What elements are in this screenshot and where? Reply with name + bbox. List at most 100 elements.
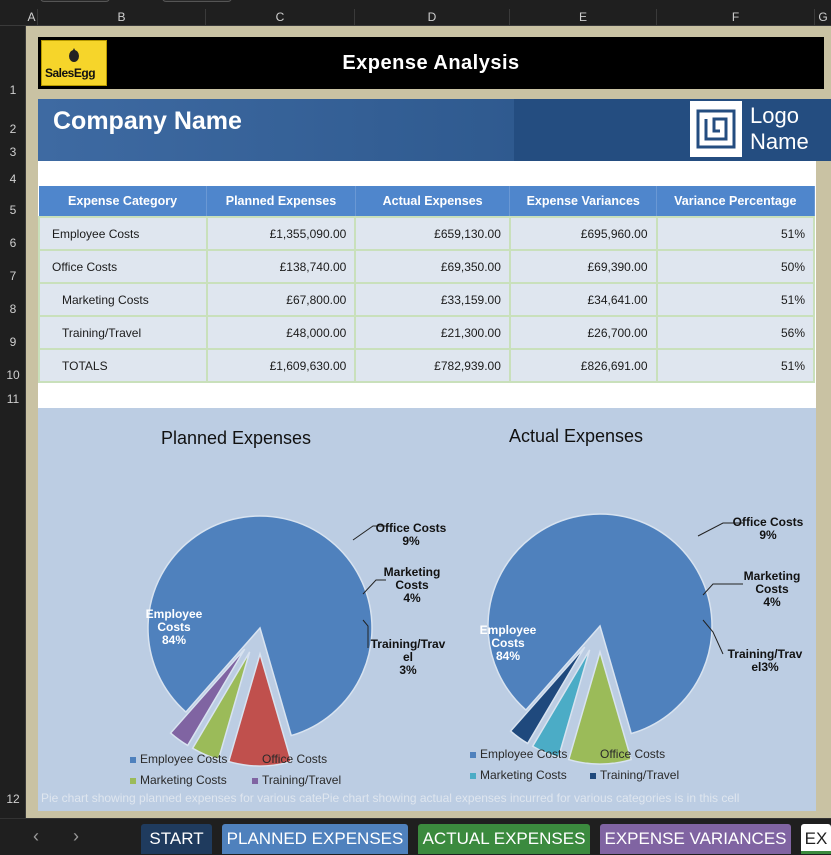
table-cell[interactable]: £659,130.00 (354, 216, 511, 251)
company-name[interactable]: Company Name (53, 107, 242, 135)
slice-label: Costs (755, 582, 789, 596)
column-header-variance[interactable]: Expense Variances (509, 186, 658, 217)
legend-label: Training/Travel (600, 768, 680, 782)
table-cell[interactable]: Training/Travel (38, 315, 208, 350)
slice-label: Office Costs (733, 515, 804, 529)
table-cell[interactable]: £782,939.00 (354, 348, 511, 383)
table-cell[interactable]: £48,000.00 (205, 315, 357, 350)
column-header-actual[interactable]: Actual Expenses (355, 186, 511, 217)
table-row: TOTALS £1,609,630.00 £782,939.00 £826,69… (38, 348, 816, 383)
table-cell[interactable]: Office Costs (38, 249, 208, 284)
table-cell[interactable]: £69,350.00 (354, 249, 511, 284)
column-header-planned[interactable]: Planned Expenses (206, 186, 356, 217)
table-cell[interactable]: 56% (655, 315, 816, 350)
legend-swatch (130, 777, 136, 784)
legend-item: Training/Travel (252, 773, 341, 787)
column-header-bar: A B C D E F G (0, 0, 831, 26)
row-header-5[interactable]: 5 (9, 203, 17, 217)
table-cell[interactable]: Employee Costs (38, 216, 208, 251)
leader-line (352, 525, 385, 541)
table-cell[interactable]: 51% (655, 282, 816, 317)
tab-start[interactable]: START (141, 824, 212, 854)
table-cell[interactable]: £826,691.00 (508, 348, 658, 383)
row-header-7[interactable]: 7 (9, 269, 17, 283)
row-header-4[interactable]: 4 (9, 172, 17, 186)
table-cell[interactable]: 50% (655, 249, 816, 284)
table-cell[interactable]: £695,960.00 (508, 216, 658, 251)
pie-slice (567, 649, 633, 765)
pie-slice (509, 646, 586, 745)
table-cell[interactable]: £138,740.00 (205, 249, 357, 284)
row-header-3[interactable]: 3 (9, 145, 17, 159)
table-cell[interactable]: TOTALS (38, 348, 208, 383)
egg-icon (69, 48, 79, 62)
logo-placeholder-icon (690, 101, 742, 157)
logo-name-line1: Logo (750, 103, 799, 128)
table-cell[interactable]: 51% (655, 216, 816, 251)
chart-title: Planned Expenses (161, 428, 311, 448)
table-cell[interactable]: £1,609,630.00 (205, 348, 357, 383)
expense-table: Expense Category Planned Expenses Actual… (38, 186, 816, 383)
column-header-e[interactable]: E (510, 9, 657, 26)
tab-scroll-left-icon[interactable]: ‹ (33, 826, 39, 846)
pie-slice (531, 649, 591, 759)
column-header-expense-category[interactable]: Expense Category (39, 186, 208, 217)
column-header-b[interactable]: B (38, 9, 206, 26)
column-header-a[interactable]: A (26, 9, 38, 26)
row-header-9[interactable]: 9 (9, 335, 17, 349)
table-cell[interactable]: £69,390.00 (508, 249, 658, 284)
tab-planned-expenses[interactable]: PLANNED EXPENSES (222, 824, 408, 854)
slice-label: Employee (480, 623, 537, 637)
pie-slice (169, 648, 246, 747)
tab-expense-variances[interactable]: EXPENSE VARIANCES (600, 824, 791, 854)
table-cell[interactable]: £1,355,090.00 (205, 216, 357, 251)
table-cell[interactable]: £34,641.00 (508, 282, 658, 317)
column-header-d[interactable]: D (355, 9, 510, 26)
column-header-c[interactable]: C (206, 9, 355, 26)
legend-swatch (252, 756, 258, 763)
leader-line (702, 619, 724, 655)
column-header-variance-pct[interactable]: Variance Percentage (656, 186, 815, 217)
table-cell[interactable]: 51% (655, 348, 816, 383)
legend-label: Marketing Costs (140, 773, 227, 787)
leader-line (362, 619, 369, 648)
tab-expense-analysis-active[interactable]: EX (801, 824, 831, 854)
legend-item: Employee Costs (470, 747, 567, 761)
row-header-2[interactable]: 2 (9, 122, 17, 136)
legend-label: Employee Costs (480, 747, 568, 761)
row-header-8[interactable]: 8 (9, 302, 17, 316)
row-header-1[interactable]: 1 (9, 83, 17, 97)
title-bar: SalesEgg Expense Analysis (38, 37, 824, 89)
slice-label: Marketing (384, 565, 441, 579)
logo-name-text[interactable]: Logo Name (750, 103, 809, 155)
chart-title: Actual Expenses (509, 426, 643, 446)
table-cell[interactable]: £26,700.00 (508, 315, 658, 350)
legend-swatch (470, 751, 476, 758)
slice-label: Costs (491, 636, 525, 650)
row-header-6[interactable]: 6 (9, 236, 17, 250)
row-header-11[interactable]: 11 (6, 392, 20, 406)
top-tab-edge (40, 0, 110, 2)
legend-label: Training/Travel (262, 773, 342, 787)
legend-item: Training/Travel (590, 768, 679, 782)
pie-slice (191, 651, 251, 761)
leader-line (362, 579, 386, 595)
legend-label: Marketing Costs (480, 768, 567, 782)
table-cell[interactable]: Marketing Costs (38, 282, 208, 317)
table-cell[interactable]: £67,800.00 (205, 282, 357, 317)
slice-label: Employee (146, 607, 203, 621)
column-header-g[interactable]: G (818, 10, 828, 24)
pie-slice (487, 513, 713, 735)
tab-scroll-right-icon[interactable]: › (73, 826, 79, 846)
tab-actual-expenses[interactable]: ACTUAL EXPENSES (418, 824, 590, 854)
legend-swatch (252, 777, 258, 784)
table-cell[interactable]: £21,300.00 (354, 315, 511, 350)
column-header-f[interactable]: F (657, 9, 815, 26)
row-header-12[interactable]: 12 (6, 792, 20, 806)
leader-line (702, 583, 743, 596)
row-header-10[interactable]: 10 (6, 368, 20, 382)
table-cell[interactable]: £33,159.00 (354, 282, 511, 317)
slice-label: Training/Trav (371, 637, 446, 651)
logo-name-line2: Name (750, 129, 809, 154)
